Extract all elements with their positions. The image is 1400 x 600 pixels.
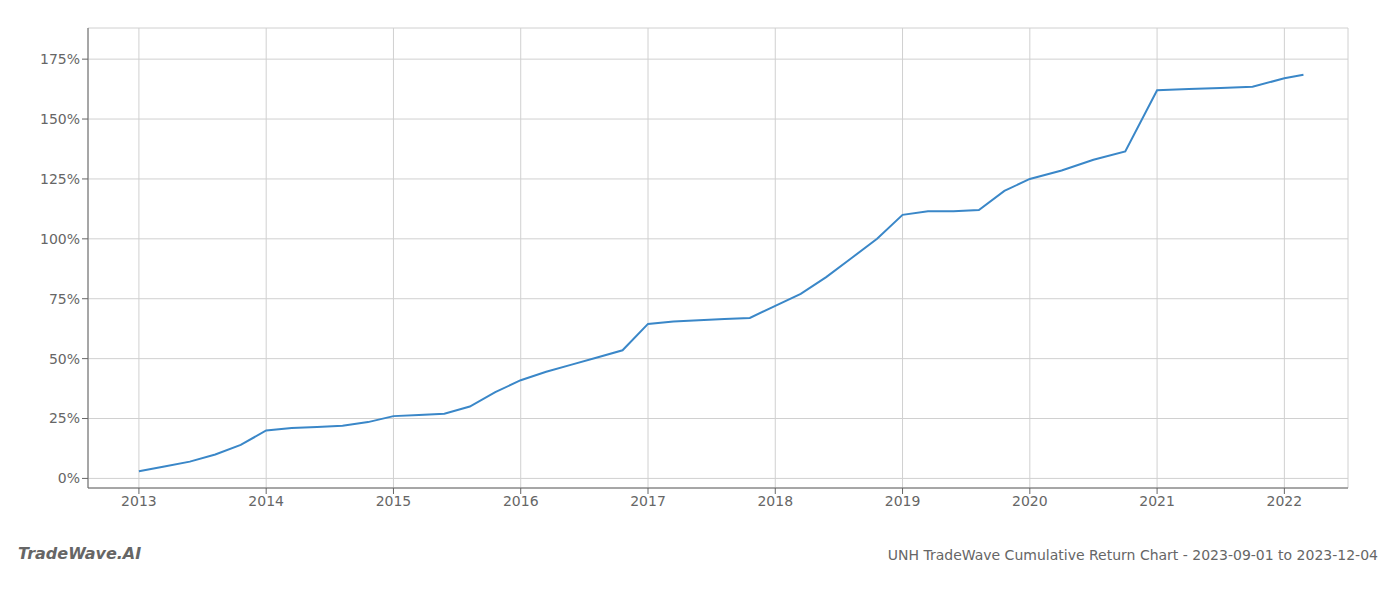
svg-text:150%: 150% — [40, 111, 80, 127]
svg-text:50%: 50% — [49, 351, 80, 367]
svg-text:2017: 2017 — [630, 493, 666, 509]
svg-text:2022: 2022 — [1267, 493, 1303, 509]
svg-text:2019: 2019 — [885, 493, 921, 509]
html-text:UNH TradeWave Cumulative Retur: UNH TradeWave Cumulative Return Chart - … — [887, 547, 1378, 563]
svg-text:2018: 2018 — [757, 493, 793, 509]
svg-text:2013: 2013 — [121, 493, 157, 509]
svg-text:0%: 0% — [58, 470, 80, 486]
svg-text:2014: 2014 — [248, 493, 284, 509]
svg-text:125%: 125% — [40, 171, 80, 187]
html-text:TradeWave.AI: TradeWave.AI — [18, 544, 142, 563]
svg-text:175%: 175% — [40, 51, 80, 67]
svg-text:2020: 2020 — [1012, 493, 1048, 509]
svg-text:75%: 75% — [49, 291, 80, 307]
svg-text:2015: 2015 — [376, 493, 412, 509]
svg-text:25%: 25% — [49, 410, 80, 426]
svg-text:2021: 2021 — [1139, 493, 1175, 509]
svg-text:2016: 2016 — [503, 493, 539, 509]
svg-text:100%: 100% — [40, 231, 80, 247]
